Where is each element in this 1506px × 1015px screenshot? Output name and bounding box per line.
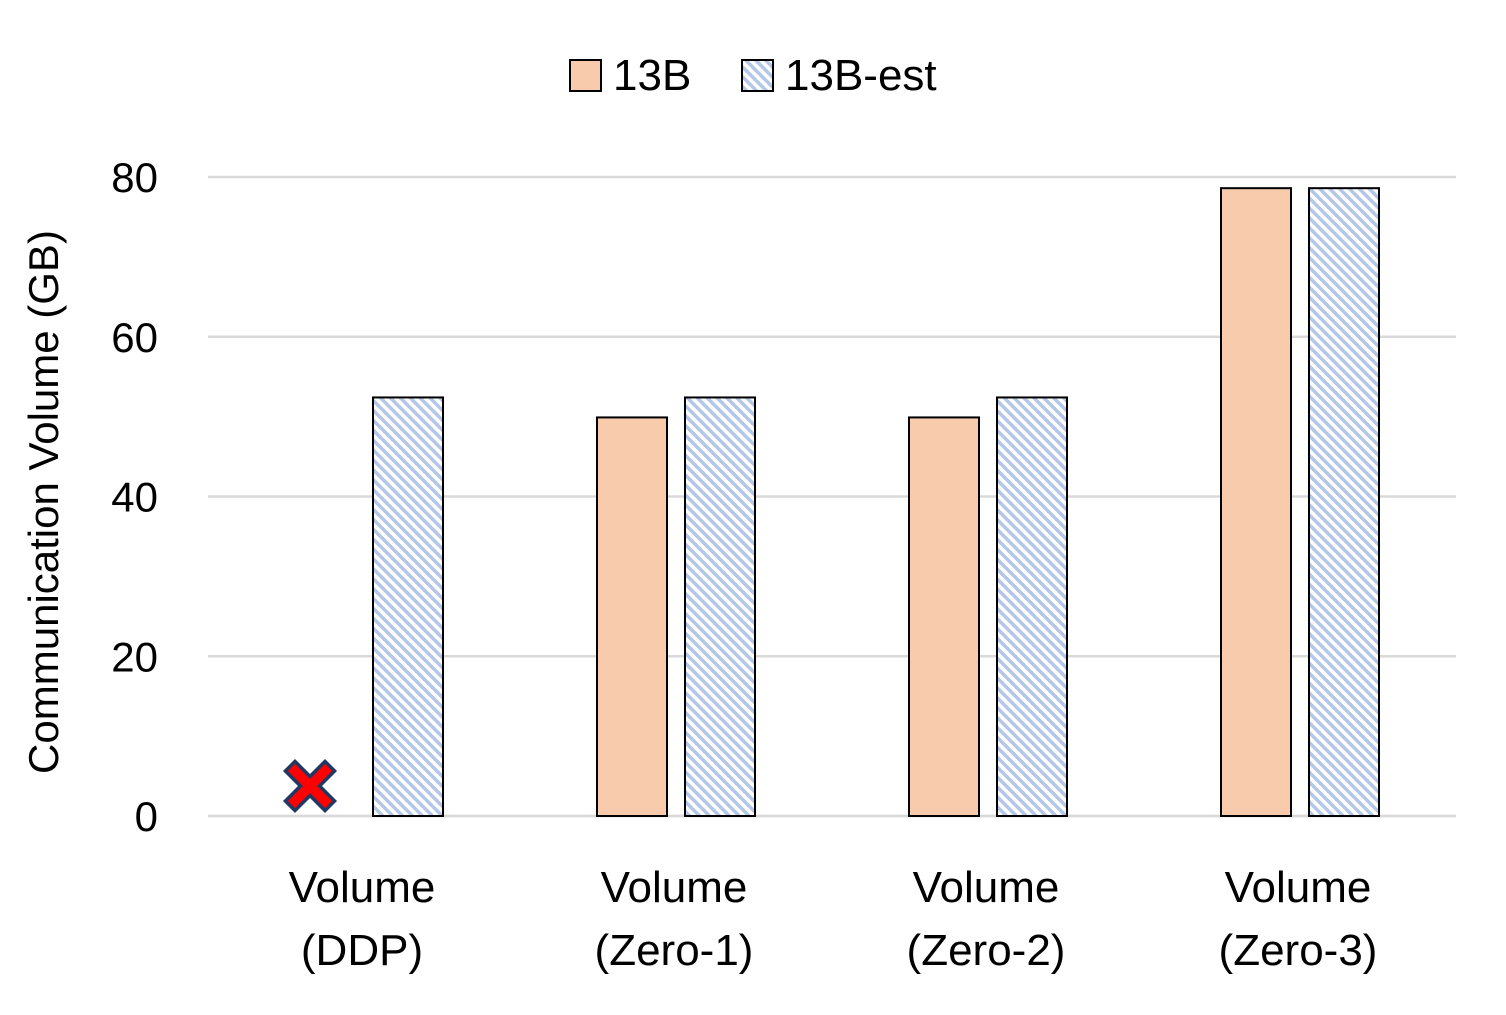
bar-13b-2 bbox=[909, 417, 979, 816]
x-tick-label: (DDP) bbox=[301, 926, 423, 975]
x-tick-label: (Zero-2) bbox=[907, 926, 1066, 975]
bar-13b-1 bbox=[597, 417, 667, 816]
bar-13b-3 bbox=[1221, 188, 1291, 816]
x-tick-label: Volume bbox=[289, 863, 436, 912]
y-tick-label: 0 bbox=[135, 793, 158, 840]
bar-13b-est-1 bbox=[685, 397, 755, 816]
y-tick-label: 60 bbox=[111, 314, 158, 361]
legend-item: 13B bbox=[570, 51, 691, 100]
x-tick-label: (Zero-1) bbox=[595, 926, 754, 975]
bars bbox=[295, 188, 1379, 816]
bar-13b-est-3 bbox=[1309, 188, 1379, 816]
x-tick-label: Volume bbox=[913, 863, 1060, 912]
y-tick-label: 20 bbox=[111, 633, 158, 680]
legend: 13B 13B-est bbox=[570, 51, 937, 100]
y-tick-label: 80 bbox=[111, 154, 158, 201]
legend-label: 13B-est bbox=[785, 51, 937, 100]
y-axis-title: Communication Volume (GB) bbox=[20, 230, 67, 774]
x-tick-label: Volume bbox=[1225, 863, 1372, 912]
legend-label: 13B bbox=[613, 51, 691, 100]
x-tick-label: Volume bbox=[601, 863, 748, 912]
y-axis-ticks: 0 20 40 60 80 bbox=[111, 154, 158, 840]
y-tick-label: 40 bbox=[111, 474, 158, 521]
x-tick-label: (Zero-3) bbox=[1219, 926, 1378, 975]
bar-13b-est-2 bbox=[997, 397, 1067, 816]
missing-value-cross-icon bbox=[295, 771, 325, 801]
legend-swatch bbox=[570, 60, 601, 91]
x-axis-labels: Volume (DDP) Volume (Zero-1) Volume (Zero-2) V… bbox=[289, 863, 1378, 975]
legend-swatch bbox=[742, 60, 773, 91]
legend-item: 13B-est bbox=[742, 51, 937, 100]
bar-13b-est-0 bbox=[373, 397, 443, 816]
